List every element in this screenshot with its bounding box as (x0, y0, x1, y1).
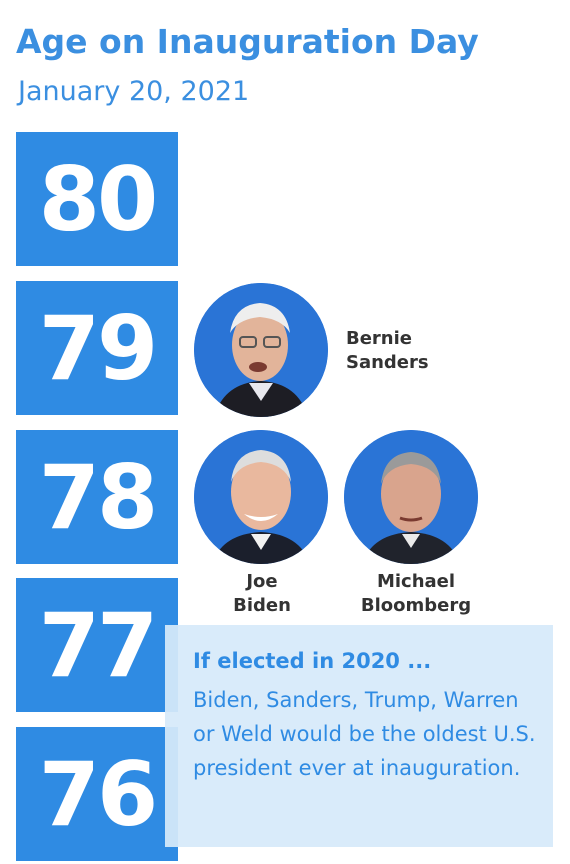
candidate-name-biden: Joe Biden (232, 570, 292, 618)
biden-photo (194, 430, 328, 564)
first-name: Joe (246, 571, 278, 592)
candidate-name-bloomberg: Michael Bloomberg (357, 570, 475, 618)
age-label: 79 (38, 296, 158, 400)
age-block-78: 78 (16, 430, 178, 564)
age-label: 76 (38, 742, 158, 846)
note-box: If elected in 2020 ... Biden, Sanders, T… (165, 625, 553, 847)
portrait-icon (194, 283, 328, 417)
page-title: Age on Inauguration Day (16, 22, 479, 61)
age-block-80: 80 (16, 132, 178, 266)
first-name: Michael (376, 571, 456, 592)
sanders-photo (194, 283, 328, 417)
age-label: 78 (38, 445, 158, 549)
last-name: Bloomberg (360, 595, 472, 616)
age-block-77: 77 (16, 578, 178, 712)
age-block-76: 76 (16, 727, 178, 861)
last-name: Sanders (346, 352, 429, 373)
portrait-icon (344, 430, 478, 564)
first-name: Bernie (346, 328, 412, 349)
candidate-name-sanders: Bernie Sanders (346, 327, 429, 375)
last-name: Biden (233, 595, 291, 616)
note-heading: If elected in 2020 ... (193, 649, 432, 673)
age-label: 80 (38, 147, 158, 251)
age-label: 77 (38, 593, 158, 697)
portrait-icon (194, 430, 328, 564)
page-subtitle: January 20, 2021 (18, 76, 250, 107)
note-body: Biden, Sanders, Trump, Warren or Weld wo… (193, 688, 536, 780)
age-block-79: 79 (16, 281, 178, 415)
bloomberg-photo (344, 430, 478, 564)
